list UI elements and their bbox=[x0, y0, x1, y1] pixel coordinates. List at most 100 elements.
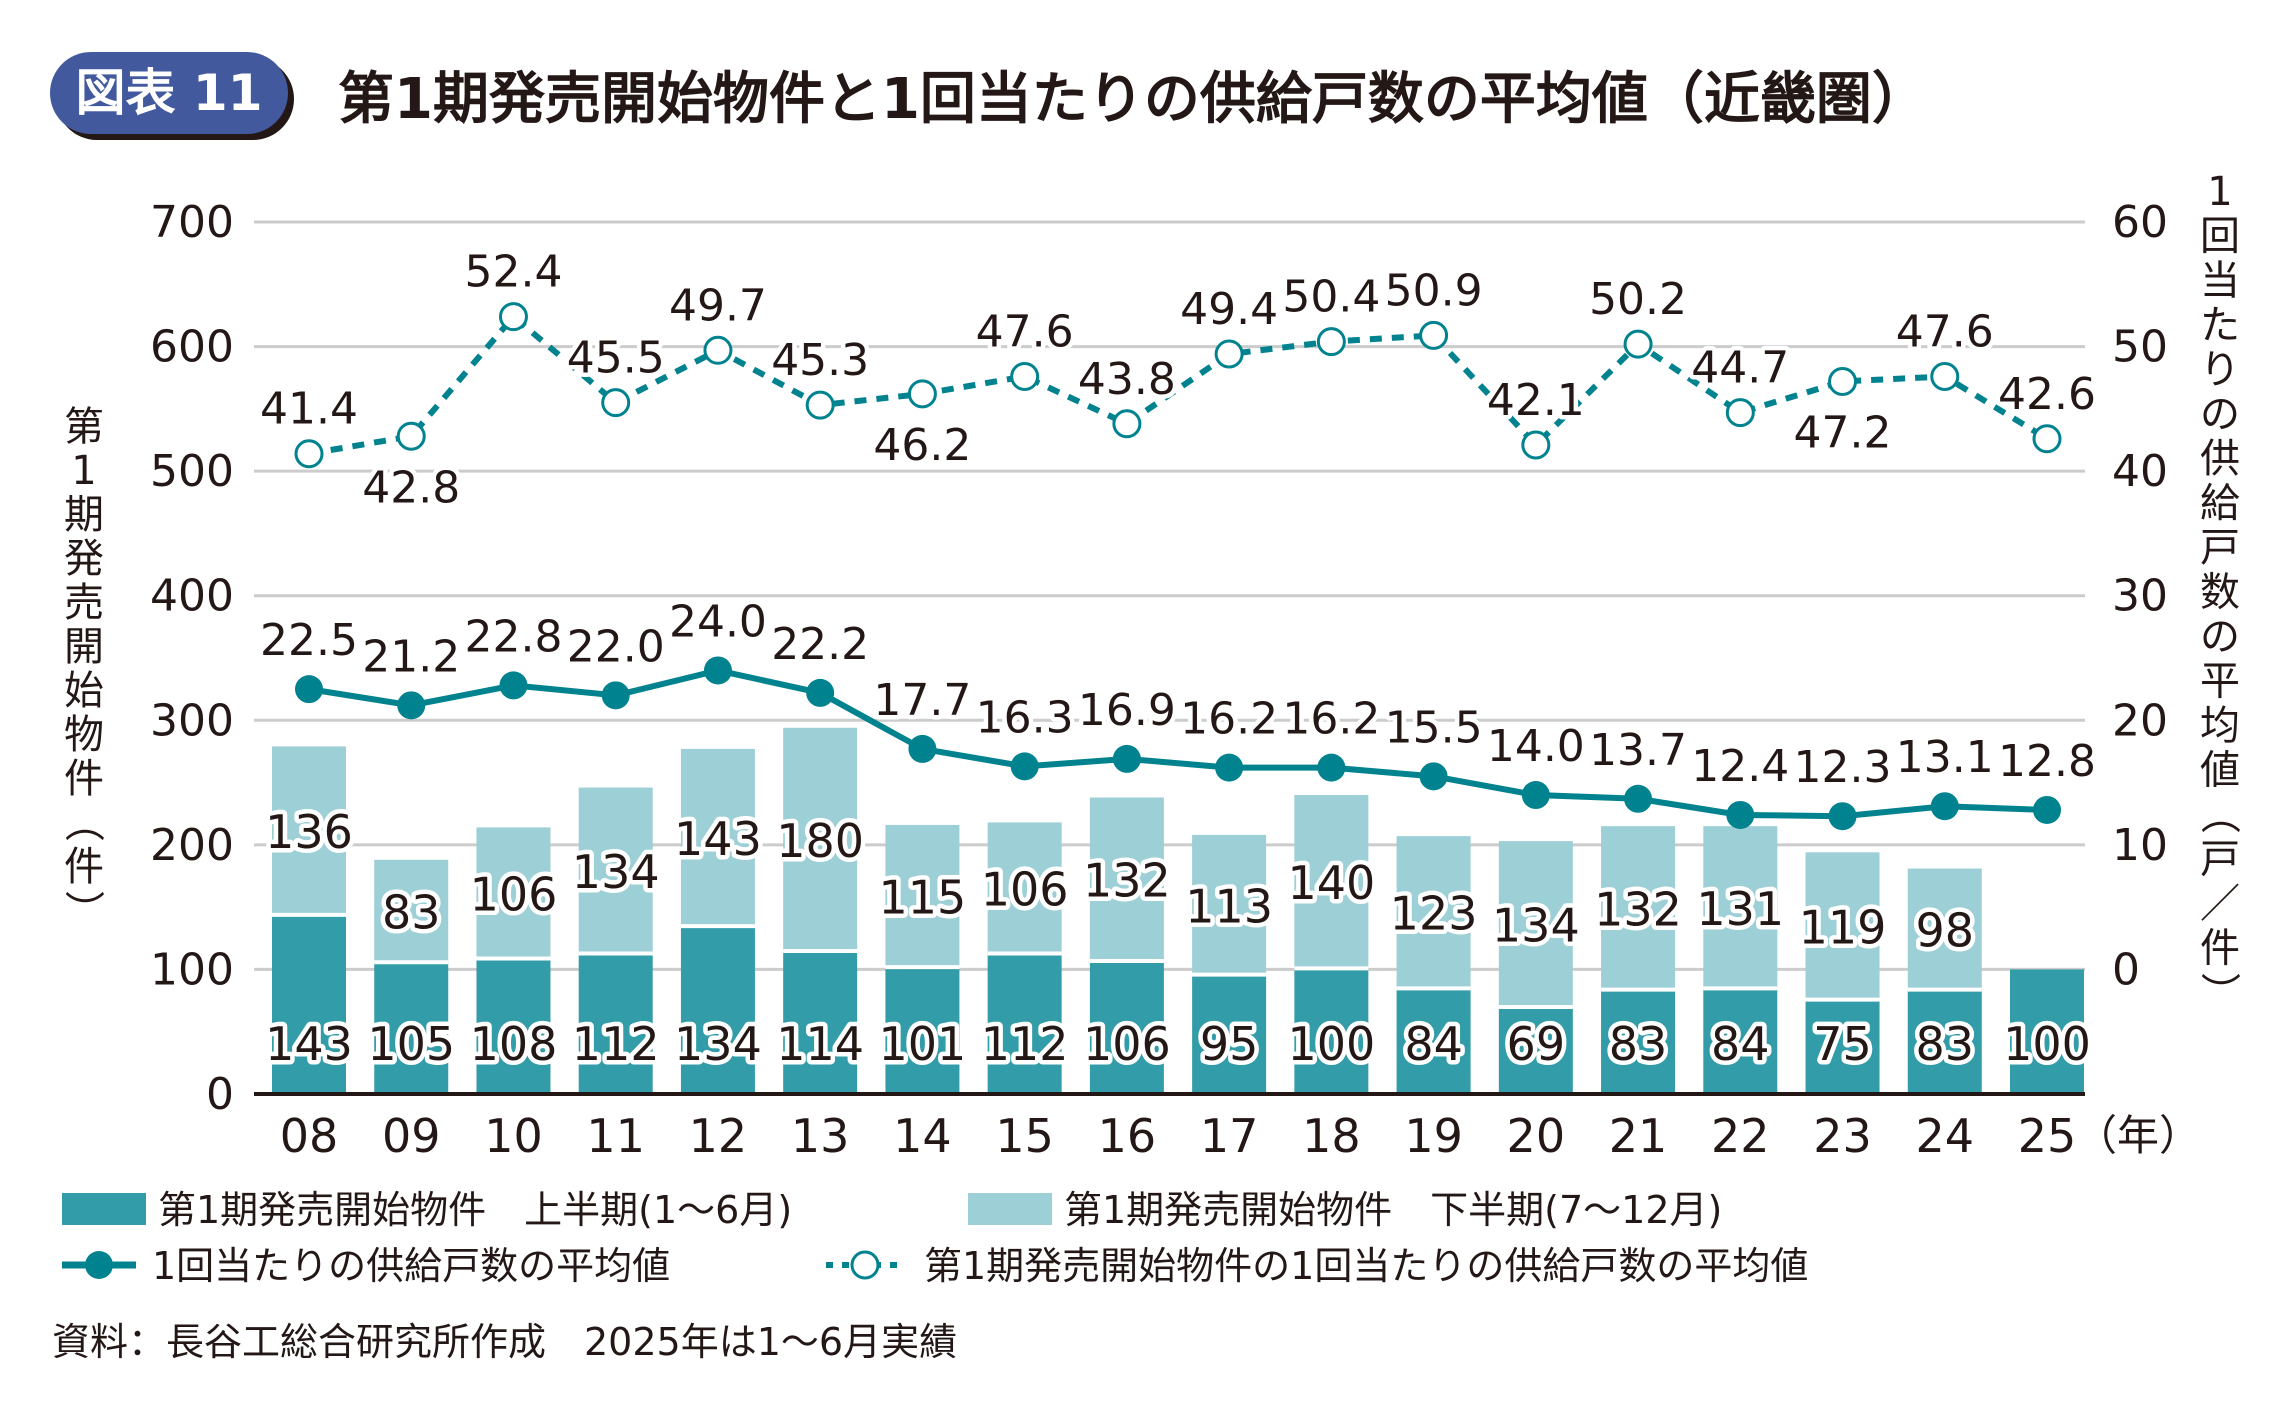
bar-first-half bbox=[1805, 1000, 1880, 1094]
bar-label-first-half: 69 bbox=[1507, 1017, 1566, 1071]
legend-label-dashed-line: 第1期発売開始物件の1回当たりの供給戸数の平均値 bbox=[924, 1244, 1808, 1288]
line-label-first-period-avg-supply: 42.8 bbox=[362, 462, 460, 513]
legend-label-avg-line: 1回当たりの供給戸数の平均値 bbox=[152, 1244, 670, 1288]
bar-label-first-half: 100 bbox=[1287, 1017, 1375, 1071]
line-label-avg-supply: 14.0 bbox=[1487, 721, 1585, 772]
y2-tick-label: 20 bbox=[2112, 695, 2168, 746]
y2-tick-label: 0 bbox=[2112, 944, 2140, 995]
right-axis-title-char: 給 bbox=[2200, 481, 2240, 527]
legend-item-dashed-line: 第1期発売開始物件の1回当たりの供給戸数の平均値 bbox=[826, 1244, 1808, 1288]
marker-filled bbox=[1828, 802, 1857, 831]
bar-second-half bbox=[1498, 841, 1573, 1009]
marker-open bbox=[294, 439, 324, 469]
left-axis-title-char: 物 bbox=[64, 712, 104, 758]
bar-first-half bbox=[374, 963, 449, 1094]
bar-second-half bbox=[885, 824, 960, 969]
line-label-avg-supply: 22.8 bbox=[464, 611, 562, 662]
marker-open bbox=[1521, 430, 1551, 460]
bar-label-first-half: 105 bbox=[367, 1017, 455, 1071]
bar-second-half bbox=[1192, 834, 1267, 976]
line-label-avg-supply: 16.3 bbox=[976, 692, 1074, 743]
marker-filled bbox=[601, 681, 630, 710]
right-axis-title-char: 供 bbox=[2200, 436, 2240, 482]
line-label-first-period-avg-supply: 47.2 bbox=[1794, 407, 1892, 458]
x-tick-label: 15 bbox=[995, 1109, 1054, 1163]
bar-label-second-half: 106 bbox=[981, 862, 1069, 916]
marker-filled bbox=[908, 734, 937, 763]
right-axis-title: 1回当たりの供給戸数の平均値（戸／件） bbox=[2196, 169, 2242, 1012]
bar-label-first-half: 143 bbox=[265, 1017, 353, 1071]
x-axis-ticks: 08 09 10 11 12 13 14 15 16 17 18 19 20 21 22 23 24 25 bbox=[280, 1109, 2077, 1163]
bar-second-half bbox=[578, 787, 653, 955]
marker-filled bbox=[295, 675, 323, 704]
marker-filled bbox=[1010, 752, 1039, 781]
bar-label-second-half: 180 bbox=[776, 814, 864, 868]
bar-label-second-half: 136 bbox=[265, 805, 353, 859]
bar-second-half bbox=[987, 822, 1062, 955]
y-tick-label: 200 bbox=[150, 820, 234, 871]
marker-filled bbox=[806, 678, 835, 707]
y2-tick-label: 50 bbox=[2112, 322, 2168, 373]
left-axis-title-char: 期 bbox=[64, 492, 104, 538]
line-label-avg-supply: 21.2 bbox=[362, 631, 460, 682]
marker-open bbox=[1316, 327, 1346, 357]
x-tick-label: 13 bbox=[791, 1109, 850, 1163]
marker-filled bbox=[703, 656, 732, 685]
marker-open bbox=[498, 302, 528, 332]
bar-label-first-half: 112 bbox=[981, 1017, 1069, 1071]
right-axis-title-char: 平 bbox=[2200, 659, 2240, 705]
right-axis-title-char: 値 bbox=[2200, 748, 2240, 794]
bar-first-half bbox=[272, 915, 346, 1094]
right-axis-title-char: 当 bbox=[2200, 258, 2240, 304]
bar-second-half bbox=[1907, 868, 1982, 991]
line-label-first-period-avg-supply: 50.9 bbox=[1385, 265, 1483, 316]
bar-first-half bbox=[783, 951, 858, 1094]
line-value-labels: 22.5 21.2 22.8 22.0 24.0 22.217.7 16.3 16.9 16.2… bbox=[256, 242, 2101, 798]
y-tick-label: 700 bbox=[150, 197, 234, 248]
figure-badge: 図表 11 bbox=[50, 52, 294, 140]
line-label-first-period-avg-supply: 49.4 bbox=[1180, 284, 1278, 335]
marker-filled bbox=[1726, 800, 1755, 829]
bar-first-half bbox=[1192, 975, 1267, 1094]
x-tick-label: 16 bbox=[1098, 1109, 1157, 1163]
bar-label-second-half: 83 bbox=[382, 886, 441, 940]
marker-open bbox=[601, 388, 631, 418]
line-label-avg-supply: 22.2 bbox=[771, 619, 869, 670]
right-axis-title-char: 回 bbox=[2200, 214, 2240, 260]
badge-background bbox=[50, 52, 288, 134]
legend-swatch-first-half bbox=[62, 1193, 146, 1225]
line-label-first-period-avg-supply: 50.2 bbox=[1589, 274, 1687, 325]
bar-first-half bbox=[885, 968, 960, 1094]
left-axis-title-char: 件 bbox=[64, 756, 104, 802]
marker-open bbox=[396, 421, 426, 451]
bar-second-half bbox=[1805, 852, 1880, 1001]
x-tick-label: 23 bbox=[1813, 1109, 1872, 1163]
bar-first-half bbox=[1907, 990, 1982, 1094]
right-axis-title-char: 数 bbox=[2200, 570, 2240, 616]
right-axis-title-char: た bbox=[2200, 303, 2240, 349]
marker-open bbox=[703, 335, 733, 365]
bar-second-half bbox=[374, 859, 449, 964]
bar-second-half bbox=[1703, 826, 1778, 990]
bar-label-first-half: 75 bbox=[1813, 1017, 1872, 1071]
x-tick-label: 11 bbox=[586, 1109, 645, 1163]
marker-filled bbox=[1419, 762, 1448, 791]
bar-second-half bbox=[680, 748, 755, 928]
right-axis-title-char: （ bbox=[2196, 794, 2242, 834]
legend-marker-filled-circle bbox=[85, 1251, 113, 1279]
y-tick-label: 100 bbox=[150, 944, 234, 995]
line-label-avg-supply: 24.0 bbox=[669, 596, 767, 647]
badge-label: 図表 11 bbox=[76, 64, 263, 122]
y-tick-label: 300 bbox=[150, 695, 234, 746]
bar-label-second-half: 132 bbox=[1594, 882, 1682, 936]
x-tick-label: 19 bbox=[1404, 1109, 1463, 1163]
x-tick-label: 08 bbox=[280, 1109, 339, 1163]
line-label-first-period-avg-supply: 41.4 bbox=[260, 384, 358, 435]
bar-label-first-half: 106 bbox=[1083, 1017, 1171, 1071]
bar-label-second-half: 119 bbox=[1799, 900, 1887, 954]
marker-open bbox=[1725, 398, 1755, 428]
bar-label-first-half: 134 bbox=[674, 1017, 762, 1071]
line-label-first-period-avg-supply: 50.4 bbox=[1282, 272, 1380, 323]
bar-second-half bbox=[1089, 797, 1164, 962]
line-label-avg-supply: 22.0 bbox=[567, 621, 665, 672]
